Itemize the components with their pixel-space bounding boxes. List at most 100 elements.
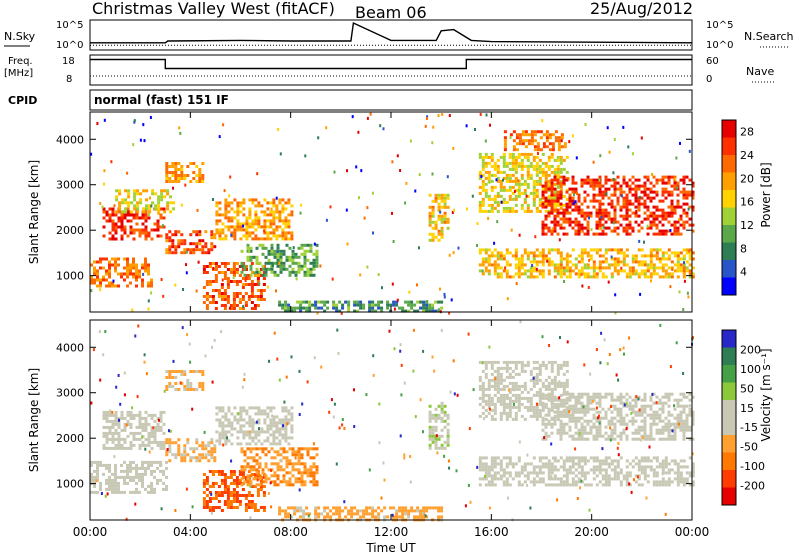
power-cell [520,173,524,177]
power-cell [294,252,298,256]
velocity-cell [670,413,674,417]
velocity-cell [595,465,599,469]
power-cell [214,307,218,310]
power-cell [90,281,93,285]
power-cell [174,174,178,177]
velocity-cell [598,401,602,405]
power-cell [374,303,378,307]
power-cell [550,260,554,264]
power-cell [431,214,435,218]
velocity-cell [574,398,578,402]
velocity-cell [288,483,292,487]
power-cell [559,196,563,200]
power-cell [634,190,638,194]
power-cell [264,261,268,265]
power-cell [622,229,626,233]
velocity-cell [484,366,488,370]
power-cell [527,139,531,143]
velocity-cell [532,381,536,385]
power-cell [523,197,527,201]
power-cell [238,265,242,268]
power-cell [580,248,584,252]
power-cell [269,237,273,241]
power-cell [266,234,270,238]
power-cell [523,191,527,195]
velocity-cell [153,434,157,438]
velocity-cell [559,422,563,426]
velocity-cell [144,428,148,432]
velocity-cell [105,478,108,482]
velocity-cell [478,462,482,466]
velocity-cell [144,443,148,447]
power-cell [595,199,599,203]
velocity-cell [218,418,222,422]
power-cell [214,262,218,265]
velocity-cell [356,509,360,513]
power-cell [613,229,617,233]
power-cell [217,292,221,295]
power-cell [121,201,125,205]
power-cell [655,266,659,270]
power-cell [484,152,488,156]
power-cell [205,265,209,268]
power-cell [631,254,635,258]
power-cell [232,274,236,277]
power-cell [299,309,303,313]
power-cell [174,230,178,234]
power-cell [673,175,677,179]
power-colorbar-frame [721,119,737,296]
power-cell [177,180,181,183]
power-cell [667,272,671,276]
power-cell [224,201,228,205]
power-cell [682,248,686,252]
power-cell [643,211,647,215]
power-cell [658,199,662,203]
velocity-cell [487,480,491,484]
power-cell [544,214,548,218]
power-cell [503,136,507,140]
power-cell [553,199,557,203]
velocity-cell [114,410,118,414]
power-cell [115,189,119,193]
power-cell [223,262,227,265]
power-cell [315,264,319,268]
power-cell [577,226,581,230]
velocity-cell [272,439,276,443]
velocity-cell [165,460,168,464]
power-cell [278,262,281,265]
power-cell [664,257,668,261]
velocity-cell [123,425,127,429]
power-cell [211,280,215,283]
velocity-cell [254,412,258,416]
velocity-cell [568,434,572,438]
velocity-cell [171,385,175,388]
velocity-cell [574,483,578,487]
power-cell [478,269,482,273]
power-cell [291,270,295,274]
power-cell [180,168,184,171]
velocity-cell [493,465,497,469]
power-cell [649,187,653,191]
power-cell [556,269,560,273]
velocity-cell [90,460,93,464]
power-cell [589,257,593,261]
power-cell [214,280,218,283]
velocity-cell [262,473,266,476]
power-cell [210,236,214,240]
power-cell [159,207,163,211]
power-cell [434,199,438,203]
power-cell [117,210,121,214]
power-cell [121,198,125,202]
power-cell [511,254,515,258]
velocity-cell [682,395,686,399]
power-cell [574,263,578,267]
power-cell [514,254,518,258]
power-cell [481,248,485,252]
power-cell [682,254,686,258]
power-cell [299,300,303,304]
power-cell [631,181,635,185]
velocity-cell [284,421,288,425]
velocity-cell [499,372,503,376]
power-cell [178,230,180,234]
velocity-cell [150,416,154,420]
